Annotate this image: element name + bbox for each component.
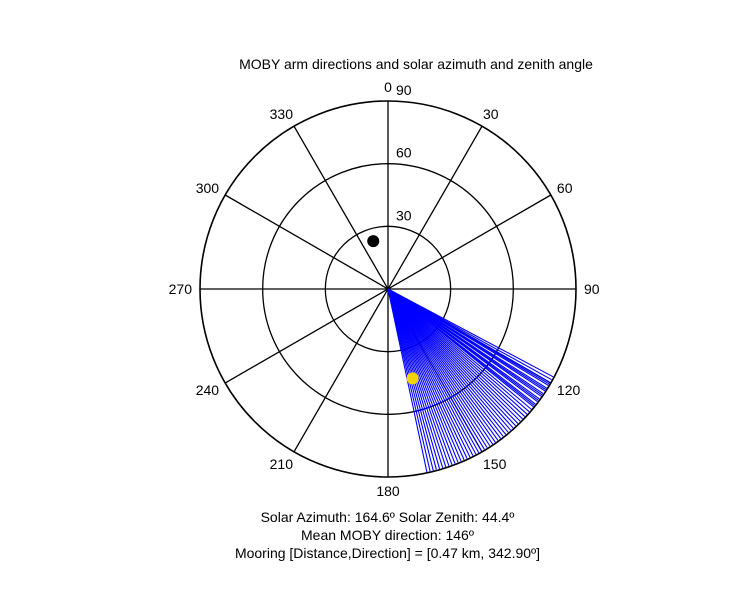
- angle-tick-60: 60: [557, 180, 573, 196]
- angle-labels: 0 30 60 90 120 150 180 210 240 270 300 330 30 60 90: [169, 79, 600, 499]
- angle-tick-30: 30: [483, 106, 499, 122]
- caption: Solar Azimuth: 164.6º Solar Zenith: 44.4…: [0, 508, 750, 562]
- angle-tick-0: 0: [384, 79, 392, 95]
- chart-title: MOBY arm directions and solar azimuth an…: [239, 56, 593, 72]
- angle-tick-270: 270: [169, 281, 193, 297]
- radial-tick-60: 60: [396, 145, 412, 161]
- mean-direction-caption: Mean MOBY direction: 146º: [301, 527, 474, 543]
- radial-tick-30: 30: [396, 207, 412, 223]
- sun-marker: [406, 372, 419, 385]
- angle-tick-90: 90: [584, 281, 600, 297]
- markers: [367, 235, 419, 385]
- angle-tick-300: 300: [196, 180, 220, 196]
- radial-tick-90: 90: [396, 82, 412, 98]
- angle-tick-180: 180: [376, 483, 400, 499]
- angle-tick-210: 210: [270, 456, 294, 472]
- angle-tick-330: 330: [270, 106, 294, 122]
- angle-tick-150: 150: [483, 456, 507, 472]
- mooring-marker: [367, 235, 380, 248]
- angle-tick-240: 240: [196, 382, 220, 398]
- mooring-caption: Mooring [Distance,Direction] = [0.47 km,…: [234, 545, 541, 561]
- angle-tick-120: 120: [557, 382, 581, 398]
- solar-caption: Solar Azimuth: 164.6º Solar Zenith: 44.4…: [260, 509, 515, 525]
